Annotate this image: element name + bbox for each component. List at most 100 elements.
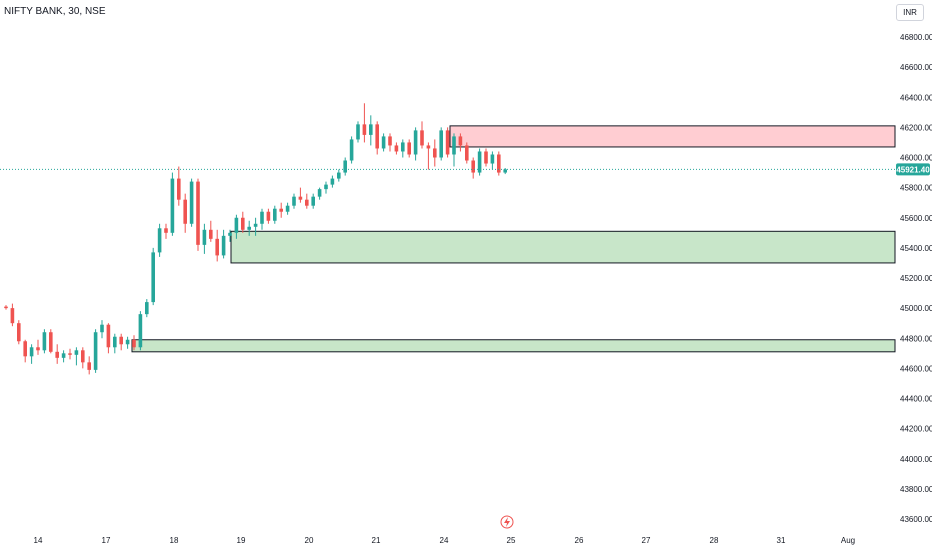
candle-body: [356, 124, 360, 140]
candles-layer: [4, 103, 507, 375]
candle-body: [196, 181, 200, 245]
price-axis-label: 44000.00: [900, 455, 932, 464]
currency-button[interactable]: INR: [896, 4, 924, 21]
candle-body: [247, 226, 251, 230]
price-axis-label: 44800.00: [900, 334, 932, 343]
candle-body: [343, 160, 347, 173]
candle-body: [241, 217, 245, 230]
candle-body: [266, 211, 271, 221]
candle-body: [369, 124, 373, 135]
candle-body: [106, 324, 111, 348]
lightning-icon[interactable]: [500, 515, 514, 529]
candle-body: [87, 362, 91, 370]
last-price-tag-bg: [896, 163, 930, 176]
candle-body: [74, 350, 79, 355]
candle-body: [93, 332, 98, 370]
candle-body: [317, 189, 322, 197]
candle-body: [228, 232, 232, 236]
candle-body: [189, 181, 194, 224]
time-axis-label: 18: [170, 536, 179, 545]
time-axis-label: 14: [34, 536, 43, 545]
candle-body: [285, 205, 290, 212]
candle-body: [477, 151, 482, 173]
candle-body: [253, 223, 258, 227]
candle-body: [4, 306, 8, 309]
time-axis-label: Aug: [841, 536, 855, 545]
zones-layer: [131, 125, 896, 353]
candle-body: [145, 302, 149, 315]
candle-body: [202, 229, 207, 245]
candle-body: [311, 196, 315, 206]
candle-body: [209, 229, 213, 239]
price-axis-label: 46200.00: [900, 123, 932, 132]
candle-body: [330, 178, 335, 185]
candle-body: [490, 154, 495, 164]
candle-body: [375, 124, 379, 149]
candle-body: [49, 332, 53, 352]
candle-body: [157, 228, 162, 253]
price-axis-label: 45600.00: [900, 214, 932, 223]
candle-body: [381, 136, 386, 149]
candle-body: [42, 332, 47, 351]
demand-zone[interactable]: [131, 339, 896, 353]
time-axis-label: 24: [440, 536, 449, 545]
candle-body: [221, 235, 226, 256]
candle-body: [260, 211, 264, 224]
price-axis-label: 43800.00: [900, 485, 932, 494]
candle-body: [177, 178, 181, 200]
candle-body: [273, 208, 277, 221]
time-axis-label: 21: [372, 536, 381, 545]
price-axis-label: 43600.00: [900, 515, 932, 524]
supply-zone[interactable]: [449, 125, 896, 148]
time-axis-label: 26: [575, 536, 584, 545]
price-axis-label: 44400.00: [900, 395, 932, 404]
last-price-tag-text: 45921.40: [896, 165, 930, 174]
candle-body: [349, 139, 354, 161]
candle-body: [132, 339, 136, 348]
price-axis-label: 46000.00: [900, 154, 932, 163]
price-axis-label: 44200.00: [900, 425, 932, 434]
candle-body: [10, 308, 15, 324]
candle-body: [484, 151, 488, 164]
time-axis-label: 28: [710, 536, 719, 545]
candle-body: [503, 169, 507, 173]
candle-body: [362, 124, 367, 135]
price-axis-label: 45400.00: [900, 244, 932, 253]
candle-body: [426, 145, 431, 149]
candle-body: [298, 196, 303, 200]
candle-body: [81, 350, 85, 363]
candle-body: [36, 347, 40, 351]
time-axis-label: 20: [305, 536, 314, 545]
candle-body: [420, 130, 424, 146]
price-axis-label: 46400.00: [900, 93, 932, 102]
last-price-tag: 45921.40: [896, 163, 930, 176]
price-axis[interactable]: 46800.00 46600.00 46400.00 46200.00 46000.00…: [900, 33, 932, 524]
candle-body: [452, 136, 456, 155]
candle-body: [183, 199, 187, 224]
candle-body: [433, 148, 437, 158]
candle-body: [138, 314, 143, 348]
price-axis-label: 46800.00: [900, 33, 932, 42]
candle-body: [61, 353, 66, 358]
price-axis-label: 45200.00: [900, 274, 932, 283]
candle-body: [465, 145, 469, 161]
candle-body: [388, 136, 392, 146]
candle-body: [471, 160, 475, 173]
price-axis-label: 45000.00: [900, 304, 932, 313]
symbol-title: NIFTY BANK, 30, NSE: [4, 6, 106, 17]
price-axis-label: 45800.00: [900, 184, 932, 193]
candle-body: [413, 130, 418, 155]
candle-body: [394, 145, 399, 152]
price-axis-label: 46600.00: [900, 63, 932, 72]
candle-body: [55, 351, 59, 358]
candle-body: [151, 252, 155, 303]
demand-zone[interactable]: [230, 230, 896, 264]
candle-body: [29, 347, 34, 357]
time-axis[interactable]: 14 17 18 19 20 21 24 25 26 27 28 31 Aug: [34, 536, 856, 545]
candle-body: [401, 142, 405, 152]
time-axis-label: 25: [507, 536, 516, 545]
candle-body: [458, 136, 463, 146]
candle-body: [324, 184, 328, 190]
candle-body: [23, 341, 27, 357]
